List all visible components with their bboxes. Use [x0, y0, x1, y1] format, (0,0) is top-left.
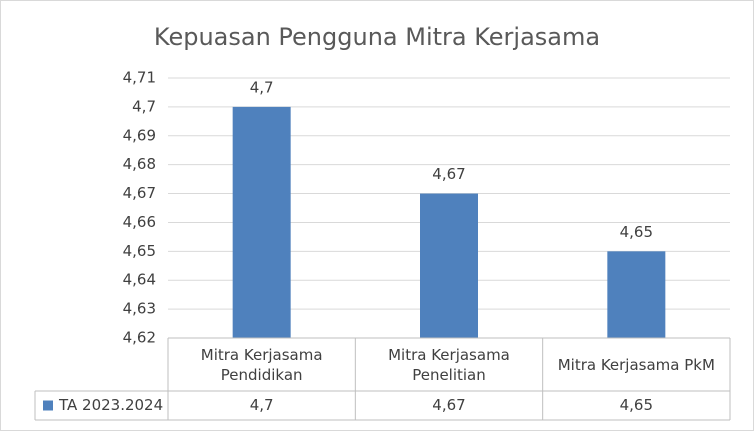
- x-tick-label: Mitra Kerjasama PkM: [557, 355, 715, 374]
- data-label: 4,65: [620, 223, 653, 241]
- table-value: 4,67: [432, 396, 465, 414]
- y-tick-label: 4,62: [123, 329, 156, 347]
- table-value: 4,65: [620, 396, 653, 414]
- y-tick-label: 4,71: [123, 69, 156, 87]
- y-tick-label: 4,67: [123, 184, 156, 202]
- legend-label: TA 2023.2024: [58, 396, 163, 414]
- y-tick-label: 4,63: [123, 300, 156, 318]
- y-tick-label: 4,69: [123, 126, 156, 144]
- category-cell: Mitra Kerjasama Penelitian: [388, 345, 510, 384]
- y-tick-label: 4,66: [123, 213, 156, 231]
- y-tick-label: 4,65: [123, 242, 156, 260]
- x-tick-label: Mitra Kerjasama Penelitian: [388, 345, 510, 384]
- y-tick-label: 4,68: [123, 155, 156, 173]
- legend-swatch: [43, 400, 53, 411]
- data-label: 4,7: [250, 78, 274, 96]
- category-cell: Mitra Kerjasama PkM: [557, 355, 715, 374]
- bar: [420, 193, 478, 338]
- y-tick-label: 4,64: [123, 271, 156, 289]
- bar: [232, 106, 291, 338]
- category-cell: Mitra Kerjasama Pendidikan: [200, 345, 323, 384]
- y-tick-label: 4,7: [132, 97, 156, 115]
- table-value: 4,7: [250, 396, 274, 414]
- bar: [607, 251, 666, 338]
- x-tick-label: Mitra Kerjasama Pendidikan: [200, 345, 323, 384]
- chart-title: Kepuasan Pengguna Mitra Kerjasama: [154, 23, 600, 51]
- data-label: 4,67: [432, 165, 465, 183]
